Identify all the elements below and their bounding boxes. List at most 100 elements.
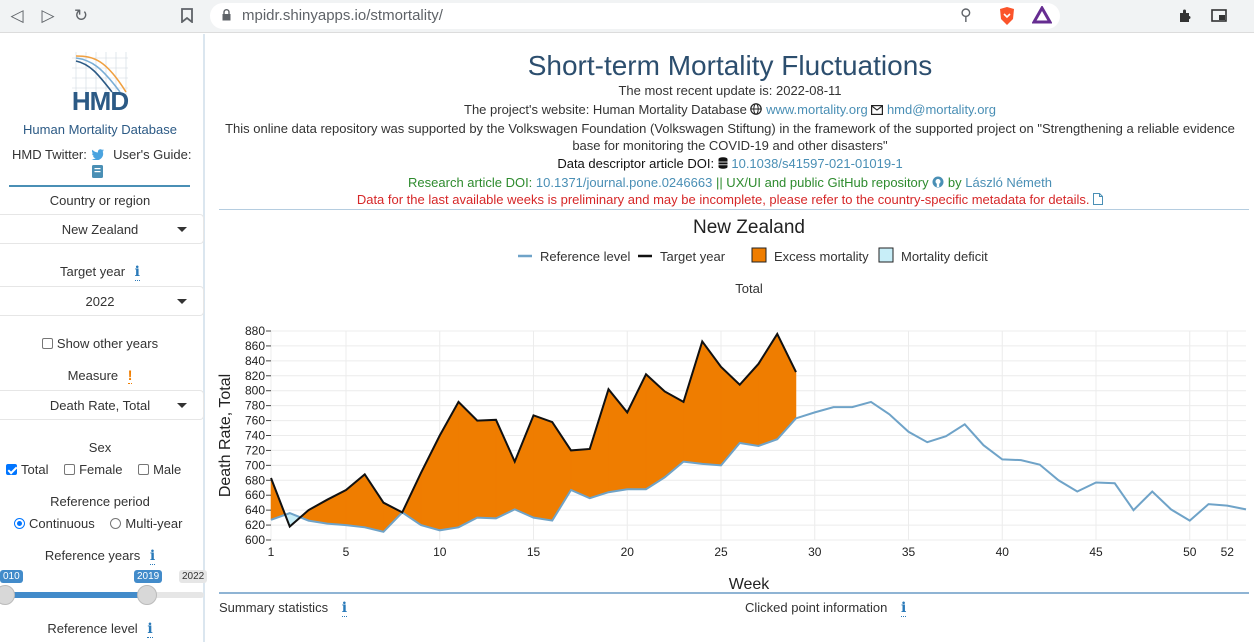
back-icon[interactable]: ◁ [10, 6, 24, 25]
email-link[interactable]: hmd@mortality.org [886, 102, 996, 117]
warning-text: Data for the last available weeks is pre… [356, 192, 1090, 207]
ref-continuous-radio[interactable] [14, 518, 25, 529]
excess-area [458, 401, 478, 528]
excess-area [308, 499, 328, 524]
chevron-down-icon [177, 299, 187, 304]
legend-reference-label: Reference level [540, 249, 630, 264]
legend-excess-swatch [751, 247, 767, 263]
x-axis-label: Week [729, 576, 771, 590]
sidebar: HMD Human Mortality Database HMD Twitter… [0, 34, 208, 642]
ref-multiyear-label: Multi-year [125, 516, 183, 531]
brave-shield-icon[interactable] [998, 6, 1016, 32]
y-tick-label: 800 [245, 384, 265, 398]
target-year-label: Target year [60, 264, 126, 279]
twitter-row: HMD Twitter: User's Guide: [12, 147, 191, 162]
zoom-icon[interactable]: ⚲ [960, 7, 972, 24]
summary-tab[interactable]: Summary statistics i [219, 600, 348, 617]
guide-label: User's Guide: [113, 147, 192, 162]
y-tick-label: 720 [245, 443, 265, 457]
chevron-down-icon [177, 227, 187, 232]
website-link[interactable]: www.mortality.org [766, 102, 868, 117]
excess-area [702, 340, 722, 466]
info-icon[interactable]: i [341, 600, 348, 617]
address-bar[interactable]: mpidr.shinyapps.io/stmortality/ ⚲ [210, 3, 1060, 29]
doi-line: Data descriptor article DOI: 10.1038/s41… [206, 156, 1254, 171]
y-tick-label: 700 [245, 458, 265, 472]
users-guide-icon[interactable] [92, 165, 103, 178]
envelope-icon [871, 105, 884, 116]
research-line: Research article DOI: 10.1371/journal.po… [206, 175, 1254, 190]
tabs-divider [219, 592, 1249, 594]
ref-level-row: Reference level i [0, 621, 200, 638]
x-tick-label: 5 [343, 545, 350, 559]
excess-area [514, 415, 534, 518]
x-tick-label: 52 [1221, 545, 1235, 559]
y-tick-label: 660 [245, 488, 265, 502]
y-tick-label: 820 [245, 369, 265, 383]
sidebar-divider [9, 185, 190, 187]
x-tick-label: 25 [714, 545, 728, 559]
doi-link[interactable]: 10.1038/s41597-021-01019-1 [731, 156, 903, 171]
y-tick-label: 860 [245, 339, 265, 353]
sex-options: Total Female Male [6, 462, 181, 477]
research-link[interactable]: 10.1371/journal.pone.0246663 [535, 175, 713, 190]
info-icon[interactable]: i [149, 548, 156, 565]
y-tick-label: 760 [245, 414, 265, 428]
bookmark-icon[interactable] [176, 5, 198, 29]
sex-total-checkbox[interactable] [6, 464, 17, 475]
x-tick-label: 20 [621, 545, 635, 559]
x-tick-label: 35 [902, 545, 916, 559]
measure-select[interactable]: Death Rate, Total [0, 390, 204, 420]
ref-multiyear-radio[interactable] [110, 518, 122, 529]
github-icon[interactable] [932, 176, 944, 188]
header-divider [219, 209, 1249, 210]
forward-icon[interactable]: ▷ [41, 6, 55, 25]
ref-period-options: Continuous Multi-year [14, 516, 182, 531]
summary-label: Summary statistics [219, 600, 329, 615]
ref-years-slider-track[interactable] [0, 592, 204, 598]
slider-handle-end[interactable] [136, 585, 157, 605]
info-icon[interactable]: i [134, 264, 140, 281]
reload-icon[interactable]: ↻ [73, 6, 89, 25]
research-mid: || UX/UI and public GitHub repository [715, 175, 929, 190]
reference-level-line [270, 400, 1247, 533]
browser-toolbar: ◁ ▷ ↻ mpidr.shinyapps.io/stmortality/ ⚲ [0, 0, 1254, 33]
update-text: The most recent update is: 2022-08-11 [618, 83, 842, 98]
excess-area [608, 388, 628, 493]
sex-male-checkbox[interactable] [138, 464, 150, 475]
pdf-icon[interactable] [1093, 193, 1104, 205]
ref-level-label: Reference level [47, 621, 138, 636]
excess-area [477, 419, 497, 519]
mortality-chart[interactable]: New Zealand Total Reference level Target ye… [206, 210, 1254, 590]
warning-icon[interactable]: ! [127, 367, 133, 384]
info-icon[interactable]: i [147, 621, 153, 638]
country-select[interactable]: New Zealand [0, 214, 204, 244]
clicked-point-tab[interactable]: Clicked point information i [745, 600, 907, 617]
support-line-2: base for monitoring the COVID-19 and oth… [572, 138, 888, 153]
extensions-icon[interactable] [1174, 5, 1196, 30]
excess-area [645, 373, 665, 490]
excess-area [495, 419, 515, 519]
target-year-select[interactable]: 2022 [0, 286, 204, 316]
info-icon[interactable]: i [900, 600, 907, 617]
sex-total-label: Total [21, 462, 49, 477]
sex-female-label: Female [79, 462, 123, 477]
ref-years-row: Reference years i [0, 548, 200, 565]
excess-area [420, 435, 440, 531]
twitter-icon[interactable] [91, 149, 104, 161]
database-icon [718, 157, 728, 169]
sex-female-checkbox[interactable] [64, 464, 76, 475]
measure-row: Measure ! [0, 367, 200, 384]
doi-prefix: Data descriptor article DOI: [557, 156, 715, 171]
show-other-years-row[interactable]: Show other years [0, 336, 200, 351]
legend-deficit-swatch [878, 247, 894, 263]
cast-icon[interactable] [1208, 5, 1230, 29]
author-link[interactable]: László Németh [965, 175, 1052, 190]
legend-excess-label: Excess mortality [774, 249, 869, 264]
globe-icon [750, 103, 763, 115]
y-tick-label: 680 [245, 473, 265, 487]
brave-rewards-icon[interactable] [1031, 4, 1053, 30]
sex-label: Sex [88, 440, 112, 455]
slider-handle-start[interactable] [0, 585, 15, 605]
show-other-years-checkbox[interactable] [41, 338, 53, 349]
